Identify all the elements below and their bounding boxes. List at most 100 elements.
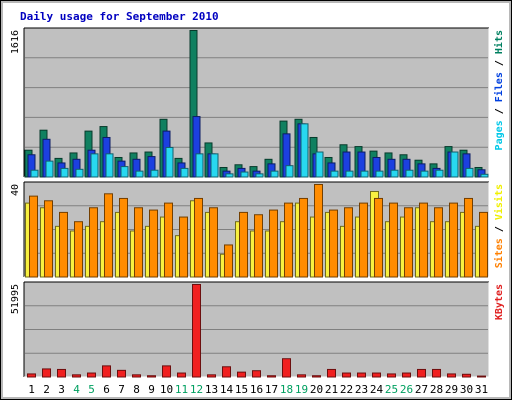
bar-sites-day-27 — [419, 202, 428, 278]
x-tick-label-day-24: 24 — [370, 383, 384, 396]
bar-sites-day-4 — [74, 221, 83, 278]
x-tick-label-day-5: 5 — [88, 383, 95, 396]
bar-sites-day-30 — [464, 197, 473, 278]
x-tick-label-day-18: 18 — [280, 383, 293, 396]
bar-sites-day-28 — [434, 207, 443, 278]
bar-pages-day-4 — [75, 168, 84, 178]
bar-sites-day-16 — [254, 214, 263, 278]
bar-pages-day-12 — [195, 153, 204, 178]
bar-sites-day-13 — [209, 207, 218, 278]
bar-sites-day-8 — [134, 207, 143, 278]
bar-sites-day-10 — [164, 202, 173, 278]
x-tick-label-day-3: 3 — [58, 383, 65, 396]
x-tick-label-day-26: 26 — [400, 383, 413, 396]
bar-kbytes-day-25 — [387, 373, 396, 378]
bar-sites-day-2 — [44, 200, 53, 278]
bar-kbytes-day-15 — [237, 371, 246, 378]
bar-pages-day-9 — [150, 169, 159, 178]
bar-pages-day-6 — [105, 153, 114, 178]
legend-entry: / — [494, 220, 505, 238]
bar-pages-day-26 — [405, 169, 414, 178]
legend-entry: KBytes — [494, 284, 505, 320]
x-tick-label-day-16: 16 — [250, 383, 263, 396]
x-axis-labels: 1 2 3 4 5 6 7 8 9 10 11 12 13 14 15 16 17 18 19 20 21 22 23 24 2… — [28, 383, 488, 396]
bar-kbytes-day-23 — [357, 372, 366, 378]
panel-kbytes: 51995 KBytes — [10, 281, 505, 378]
x-tick-label-day-1: 1 — [28, 383, 35, 396]
x-tick-label-day-8: 8 — [133, 383, 140, 396]
panel-visits: 40 Sites / Visits — [10, 181, 505, 278]
bar-sites-day-31 — [479, 211, 488, 278]
x-tick-label-day-21: 21 — [325, 383, 338, 396]
bar-pages-day-5 — [90, 153, 99, 178]
bar-kbytes-day-30 — [462, 373, 471, 378]
x-tick-label-day-13: 13 — [205, 383, 218, 396]
x-tick-label-day-27: 27 — [415, 383, 428, 396]
bar-kbytes-day-8 — [132, 374, 141, 378]
x-tick-label-day-19: 19 — [295, 383, 308, 396]
bar-pages-day-8 — [135, 170, 144, 178]
bar-pages-day-20 — [315, 151, 324, 178]
panel-hits: 1616 Pages / Files / Hits — [10, 27, 505, 178]
bar-kbytes-day-26 — [402, 372, 411, 378]
x-tick-label-day-30: 30 — [460, 383, 473, 396]
bar-sites-day-5 — [89, 207, 98, 278]
legend-entry: Sites — [493, 238, 505, 268]
bar-sites-day-17 — [269, 209, 278, 278]
panel-hits-ymax-label: 1616 — [10, 30, 21, 54]
x-tick-label-day-29: 29 — [445, 383, 458, 396]
bar-sites-day-6 — [104, 193, 113, 278]
legend-entry: / — [494, 102, 505, 120]
x-tick-label-day-6: 6 — [103, 383, 110, 396]
bar-pages-day-23 — [360, 170, 369, 178]
bar-pages-day-14 — [225, 173, 234, 178]
bar-pages-day-29 — [450, 151, 459, 178]
bar-pages-day-21 — [330, 170, 339, 178]
x-tick-label-day-22: 22 — [340, 383, 353, 396]
legend-entry: Hits — [493, 30, 505, 54]
bar-sites-day-1 — [29, 195, 38, 278]
bar-kbytes-day-22 — [342, 372, 351, 378]
bar-pages-day-31 — [480, 173, 489, 178]
bar-kbytes-day-9 — [147, 375, 156, 378]
x-tick-label-day-28: 28 — [430, 383, 443, 396]
bar-pages-day-15 — [240, 171, 249, 178]
bar-sites-day-3 — [59, 211, 68, 278]
x-tick-label-day-12: 12 — [190, 383, 203, 396]
x-tick-label-day-31: 31 — [475, 383, 488, 396]
bar-kbytes-day-18 — [282, 358, 291, 378]
panel-visits-legend: Sites / Visits — [493, 184, 505, 268]
bar-kbytes-day-2 — [42, 368, 51, 378]
bar-kbytes-day-4 — [72, 374, 81, 378]
x-tick-label-day-20: 20 — [310, 383, 323, 396]
bar-sites-day-12 — [194, 197, 203, 278]
bar-pages-day-1 — [30, 169, 39, 178]
bar-kbytes-day-28 — [432, 368, 441, 378]
panel-visits-ymax-label: 40 — [10, 184, 21, 196]
bar-sites-day-18 — [284, 202, 293, 278]
bar-kbytes-day-27 — [417, 368, 426, 378]
bar-pages-day-19 — [300, 123, 309, 178]
bar-pages-day-30 — [465, 167, 474, 178]
x-tick-label-day-25: 25 — [385, 383, 398, 396]
bar-kbytes-day-20 — [312, 375, 321, 378]
x-tick-label-day-2: 2 — [43, 383, 50, 396]
x-tick-label-day-15: 15 — [235, 383, 248, 396]
bar-kbytes-day-1 — [27, 373, 36, 378]
bar-sites-day-7 — [119, 197, 128, 278]
bar-sites-day-22 — [344, 207, 353, 278]
bar-kbytes-day-11 — [177, 372, 186, 378]
bar-pages-day-10 — [165, 146, 174, 178]
panel-kbytes-legend: KBytes — [494, 284, 505, 320]
bar-pages-day-27 — [420, 170, 429, 178]
bar-sites-day-20 — [314, 184, 323, 278]
bar-sites-day-9 — [149, 209, 158, 278]
x-tick-label-day-9: 9 — [148, 383, 155, 396]
bar-kbytes-day-13 — [207, 374, 216, 378]
bar-pages-day-7 — [120, 166, 129, 178]
bar-kbytes-day-14 — [222, 366, 231, 378]
bar-pages-day-25 — [390, 169, 399, 178]
bar-kbytes-day-6 — [102, 365, 111, 378]
bar-sites-day-21 — [329, 209, 338, 278]
